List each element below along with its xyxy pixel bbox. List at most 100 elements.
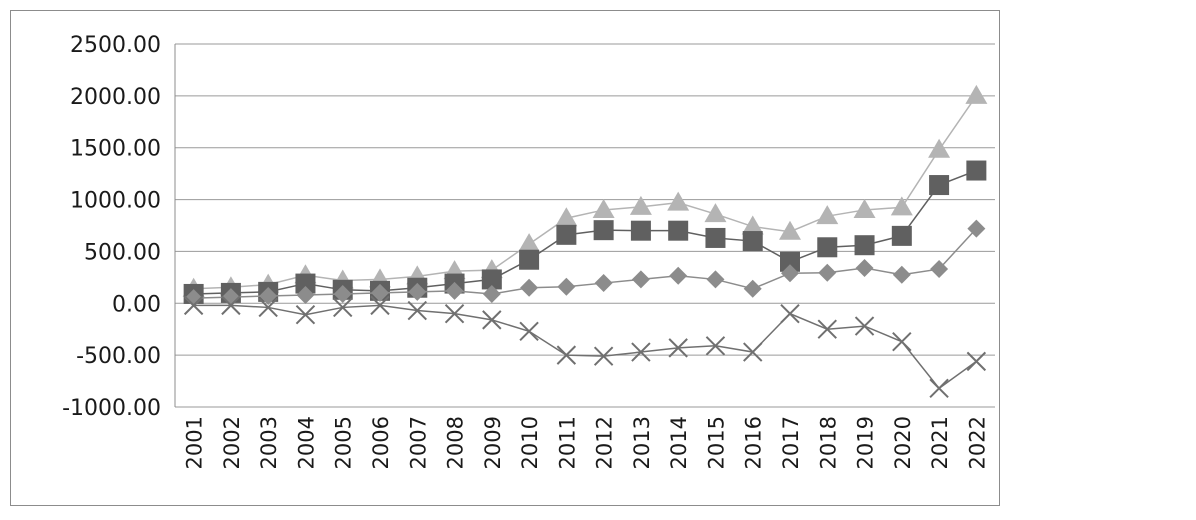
x-tick-label: 2019 — [854, 416, 878, 469]
data-point — [183, 295, 204, 316]
x-tick-label: 2012 — [593, 416, 617, 469]
data-point — [928, 138, 951, 158]
series-line — [193, 169, 977, 295]
x-tick-label: 2013 — [630, 416, 654, 469]
data-point — [295, 273, 316, 294]
data-point — [482, 310, 502, 330]
data-point — [333, 297, 353, 318]
data-point — [743, 279, 762, 298]
data-point — [370, 295, 390, 316]
x-tick-label: 2017 — [779, 416, 803, 469]
y-tick-label: 0.00 — [112, 292, 161, 317]
data-point — [929, 378, 949, 399]
data-point — [631, 342, 651, 362]
data-point — [816, 205, 839, 225]
x-tick-label: 2003 — [257, 416, 281, 469]
data-point — [930, 260, 949, 279]
y-tick-label: 1000.00 — [70, 189, 161, 214]
x-tick-label: 2007 — [406, 416, 430, 469]
series-line — [193, 95, 977, 290]
x-tick-label: 2010 — [518, 416, 542, 469]
data-point — [555, 207, 578, 227]
data-point — [556, 224, 577, 245]
data-point — [444, 303, 465, 324]
x-tick-label: 2008 — [444, 416, 468, 469]
data-point — [445, 281, 464, 300]
line-chart: -1000.00 -500.00 0.00 500.00 1000.00 1500.00 2… — [62, 33, 995, 469]
data-point — [781, 264, 799, 283]
data-point — [891, 225, 912, 246]
data-point — [221, 295, 241, 316]
data-point — [258, 297, 278, 318]
data-point — [518, 233, 541, 253]
data-point — [594, 274, 613, 293]
data-point — [854, 235, 875, 256]
data-point — [780, 303, 800, 324]
series-line — [193, 304, 977, 390]
data-point — [631, 270, 650, 289]
data-point — [408, 282, 427, 301]
data-point — [817, 319, 837, 339]
series-square — [183, 160, 987, 304]
data-point — [818, 263, 837, 282]
data-point — [892, 331, 912, 352]
series-diamond — [184, 219, 986, 308]
data-point — [556, 345, 577, 365]
gridlines — [175, 43, 995, 408]
data-point — [259, 287, 278, 306]
data-point — [779, 220, 801, 240]
data-point — [890, 196, 913, 216]
x-tick-label: 2011 — [555, 416, 579, 469]
x-axis-tick-labels: 2001 2002 2003 2004 2005 2006 2007 2008 2009 2010… — [183, 416, 990, 469]
data-point — [629, 195, 652, 215]
data-point — [742, 231, 763, 252]
data-point — [965, 84, 988, 104]
x-tick-label: 2021 — [928, 416, 952, 469]
x-tick-label: 2009 — [481, 416, 505, 469]
y-tick-label: 2500.00 — [70, 33, 161, 58]
data-point — [892, 265, 911, 284]
data-point — [630, 220, 651, 241]
x-tick-label: 2004 — [294, 416, 318, 469]
data-point — [929, 175, 950, 196]
x-tick-label: 2005 — [332, 416, 356, 469]
data-point — [593, 220, 614, 241]
data-point — [557, 277, 576, 296]
y-axis-tick-labels: -1000.00 -500.00 0.00 500.00 1000.00 1500.00 2… — [62, 33, 161, 421]
data-point — [741, 215, 764, 235]
y-tick-label: -500.00 — [76, 344, 161, 369]
x-tick-label: 2016 — [742, 416, 766, 469]
y-tick-label: -1000.00 — [62, 396, 161, 421]
y-tick-label: 500.00 — [84, 240, 161, 265]
data-point — [705, 336, 726, 356]
x-tick-label: 2014 — [667, 416, 691, 469]
data-point — [705, 227, 726, 248]
data-point — [519, 321, 539, 341]
x-tick-label: 2002 — [220, 416, 244, 469]
data-point — [592, 198, 615, 218]
y-tick-label: 1500.00 — [70, 137, 161, 162]
data-point — [295, 304, 316, 325]
x-tick-label: 2001 — [183, 416, 207, 469]
data-point — [668, 220, 689, 241]
data-point — [967, 219, 986, 238]
data-point — [706, 270, 725, 289]
data-point — [593, 346, 614, 366]
data-point — [520, 278, 539, 297]
x-tick-label: 2020 — [891, 416, 915, 469]
data-point — [966, 160, 987, 181]
series-line — [193, 228, 977, 299]
y-tick-label: 2000.00 — [70, 85, 161, 110]
data-point — [296, 285, 315, 304]
data-point — [482, 284, 501, 303]
data-point — [854, 316, 875, 336]
data-point — [184, 289, 203, 308]
x-tick-label: 2018 — [816, 416, 840, 469]
data-point — [704, 203, 727, 223]
series-x — [183, 295, 987, 399]
series-group — [182, 84, 988, 399]
data-point — [780, 251, 800, 272]
data-point — [966, 351, 987, 372]
data-point — [519, 249, 540, 270]
data-point — [481, 269, 502, 290]
